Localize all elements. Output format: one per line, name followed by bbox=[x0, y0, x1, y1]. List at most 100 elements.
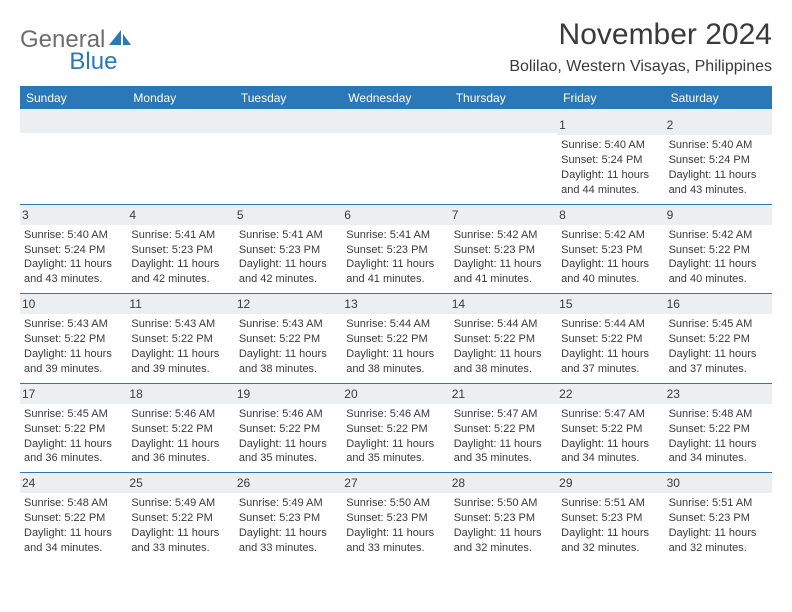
daylight-line: Daylight: 11 hours and 38 minutes. bbox=[454, 347, 553, 377]
daylight-line: Daylight: 11 hours and 36 minutes. bbox=[24, 437, 123, 467]
sunset-line: Sunset: 5:23 PM bbox=[131, 243, 230, 258]
sunrise-line: Sunrise: 5:51 AM bbox=[561, 496, 660, 511]
day-number: 20 bbox=[342, 384, 449, 404]
day-number: 17 bbox=[20, 384, 127, 404]
day-number: 21 bbox=[450, 384, 557, 404]
day-number: 22 bbox=[557, 384, 664, 404]
daylight-line: Daylight: 11 hours and 42 minutes. bbox=[239, 257, 338, 287]
day-cell: 22 Sunrise: 5:47 AMSunset: 5:22 PMDayligh… bbox=[557, 384, 664, 473]
sunrise-line: Sunrise: 5:42 AM bbox=[561, 228, 660, 243]
page-header: General Blue November 2024 Bolilao, West… bbox=[20, 18, 772, 76]
day-number: 23 bbox=[665, 384, 772, 404]
day-cell: 10Sunrise: 5:43 AMSunset: 5:22 PMDayligh… bbox=[20, 294, 127, 383]
day-cell bbox=[450, 115, 557, 204]
day-cell bbox=[342, 115, 449, 204]
daylight-line: Daylight: 11 hours and 42 minutes. bbox=[131, 257, 230, 287]
sunrise-line: Sunrise: 5:49 AM bbox=[239, 496, 338, 511]
month-title: November 2024 bbox=[509, 18, 772, 52]
sunrise-line: Sunrise: 5:48 AM bbox=[669, 407, 768, 422]
day-cell: 11Sunrise: 5:43 AMSunset: 5:22 PMDayligh… bbox=[127, 294, 234, 383]
daylight-line: Daylight: 11 hours and 41 minutes. bbox=[454, 257, 553, 287]
sunrise-line: Sunrise: 5:44 AM bbox=[454, 317, 553, 332]
daylight-line: Daylight: 11 hours and 40 minutes. bbox=[561, 257, 660, 287]
day-cell: 24Sunrise: 5:48 AMSunset: 5:22 PMDayligh… bbox=[20, 473, 127, 562]
daylight-line: Daylight: 11 hours and 41 minutes. bbox=[346, 257, 445, 287]
sunrise-line: Sunrise: 5:46 AM bbox=[131, 407, 230, 422]
sunrise-line: Sunrise: 5:47 AM bbox=[454, 407, 553, 422]
sunset-line: Sunset: 5:22 PM bbox=[561, 332, 660, 347]
sunset-line: Sunset: 5:22 PM bbox=[131, 422, 230, 437]
daylight-line: Daylight: 11 hours and 39 minutes. bbox=[24, 347, 123, 377]
sunrise-line: Sunrise: 5:50 AM bbox=[346, 496, 445, 511]
sunset-line: Sunset: 5:22 PM bbox=[346, 332, 445, 347]
location-subtitle: Bolilao, Western Visayas, Philippines bbox=[509, 58, 772, 76]
daylight-line: Daylight: 11 hours and 34 minutes. bbox=[561, 437, 660, 467]
sunset-line: Sunset: 5:22 PM bbox=[239, 422, 338, 437]
daylight-line: Daylight: 11 hours and 34 minutes. bbox=[669, 437, 768, 467]
day-cell: 18Sunrise: 5:46 AMSunset: 5:22 PMDayligh… bbox=[127, 384, 234, 473]
weekday-header: Saturday bbox=[665, 87, 772, 109]
sunset-line: Sunset: 5:22 PM bbox=[454, 332, 553, 347]
sunrise-line: Sunrise: 5:40 AM bbox=[24, 228, 123, 243]
daylight-line: Daylight: 11 hours and 37 minutes. bbox=[561, 347, 660, 377]
calendar-page: General Blue November 2024 Bolilao, West… bbox=[0, 0, 792, 562]
day-cell: 9Sunrise: 5:42 AMSunset: 5:22 PMDaylight… bbox=[665, 205, 772, 294]
day-number: 9 bbox=[665, 205, 772, 225]
sunset-line: Sunset: 5:23 PM bbox=[346, 243, 445, 258]
day-number: 28 bbox=[450, 473, 557, 493]
sunset-line: Sunset: 5:22 PM bbox=[24, 422, 123, 437]
title-block: November 2024 Bolilao, Western Visayas, … bbox=[509, 18, 772, 76]
sunset-line: Sunset: 5:24 PM bbox=[561, 153, 660, 168]
day-number: 1 bbox=[557, 115, 664, 135]
daylight-line: Daylight: 11 hours and 33 minutes. bbox=[346, 526, 445, 556]
weekday-header: Wednesday bbox=[342, 87, 449, 109]
sunrise-line: Sunrise: 5:41 AM bbox=[346, 228, 445, 243]
day-cell: 13Sunrise: 5:44 AMSunset: 5:22 PMDayligh… bbox=[342, 294, 449, 383]
day-number: 7 bbox=[450, 205, 557, 225]
daylight-line: Daylight: 11 hours and 35 minutes. bbox=[239, 437, 338, 467]
day-number: 4 bbox=[127, 205, 234, 225]
sunset-line: Sunset: 5:22 PM bbox=[561, 422, 660, 437]
day-cell: 16Sunrise: 5:45 AMSunset: 5:22 PMDayligh… bbox=[665, 294, 772, 383]
sunrise-line: Sunrise: 5:50 AM bbox=[454, 496, 553, 511]
sunrise-line: Sunrise: 5:46 AM bbox=[346, 407, 445, 422]
sunset-line: Sunset: 5:22 PM bbox=[346, 422, 445, 437]
sunset-line: Sunset: 5:22 PM bbox=[131, 511, 230, 526]
day-cell: 3Sunrise: 5:40 AMSunset: 5:24 PMDaylight… bbox=[20, 205, 127, 294]
sunset-line: Sunset: 5:22 PM bbox=[24, 511, 123, 526]
daylight-line: Daylight: 11 hours and 32 minutes. bbox=[454, 526, 553, 556]
day-cell: 17Sunrise: 5:45 AMSunset: 5:22 PMDayligh… bbox=[20, 384, 127, 473]
sunset-line: Sunset: 5:24 PM bbox=[24, 243, 123, 258]
sunrise-line: Sunrise: 5:40 AM bbox=[561, 138, 660, 153]
daylight-line: Daylight: 11 hours and 37 minutes. bbox=[669, 347, 768, 377]
sunrise-line: Sunrise: 5:49 AM bbox=[131, 496, 230, 511]
sunrise-line: Sunrise: 5:43 AM bbox=[131, 317, 230, 332]
sunset-line: Sunset: 5:22 PM bbox=[131, 332, 230, 347]
daylight-line: Daylight: 11 hours and 35 minutes. bbox=[346, 437, 445, 467]
daylight-line: Daylight: 11 hours and 32 minutes. bbox=[669, 526, 768, 556]
sunrise-line: Sunrise: 5:47 AM bbox=[561, 407, 660, 422]
day-cell: 14Sunrise: 5:44 AMSunset: 5:22 PMDayligh… bbox=[450, 294, 557, 383]
sunrise-line: Sunrise: 5:51 AM bbox=[669, 496, 768, 511]
daylight-line: Daylight: 11 hours and 43 minutes. bbox=[669, 168, 768, 198]
day-cell: 23Sunrise: 5:48 AMSunset: 5:22 PMDayligh… bbox=[665, 384, 772, 473]
weekday-header: Friday bbox=[557, 87, 664, 109]
empty-day-header bbox=[342, 115, 449, 133]
day-number: 8 bbox=[557, 205, 664, 225]
logo: General Blue bbox=[20, 18, 179, 54]
day-cell: 5Sunrise: 5:41 AMSunset: 5:23 PMDaylight… bbox=[235, 205, 342, 294]
weekday-header: Tuesday bbox=[235, 87, 342, 109]
day-cell: 30Sunrise: 5:51 AMSunset: 5:23 PMDayligh… bbox=[665, 473, 772, 562]
day-cell: 21Sunrise: 5:47 AMSunset: 5:22 PMDayligh… bbox=[450, 384, 557, 473]
sunset-line: Sunset: 5:23 PM bbox=[239, 511, 338, 526]
sunset-line: Sunset: 5:23 PM bbox=[561, 243, 660, 258]
day-number: 5 bbox=[235, 205, 342, 225]
day-cell: 7Sunrise: 5:42 AMSunset: 5:23 PMDaylight… bbox=[450, 205, 557, 294]
weekday-header-row: Sunday Monday Tuesday Wednesday Thursday… bbox=[20, 87, 772, 109]
day-cell bbox=[127, 115, 234, 204]
logo-text-blue: Blue bbox=[69, 48, 117, 76]
sunrise-line: Sunrise: 5:48 AM bbox=[24, 496, 123, 511]
day-cell: 20 Sunrise: 5:46 AMSunset: 5:22 PMDayligh… bbox=[342, 384, 449, 473]
day-cell: 15Sunrise: 5:44 AMSunset: 5:22 PMDayligh… bbox=[557, 294, 664, 383]
sunrise-line: Sunrise: 5:43 AM bbox=[24, 317, 123, 332]
